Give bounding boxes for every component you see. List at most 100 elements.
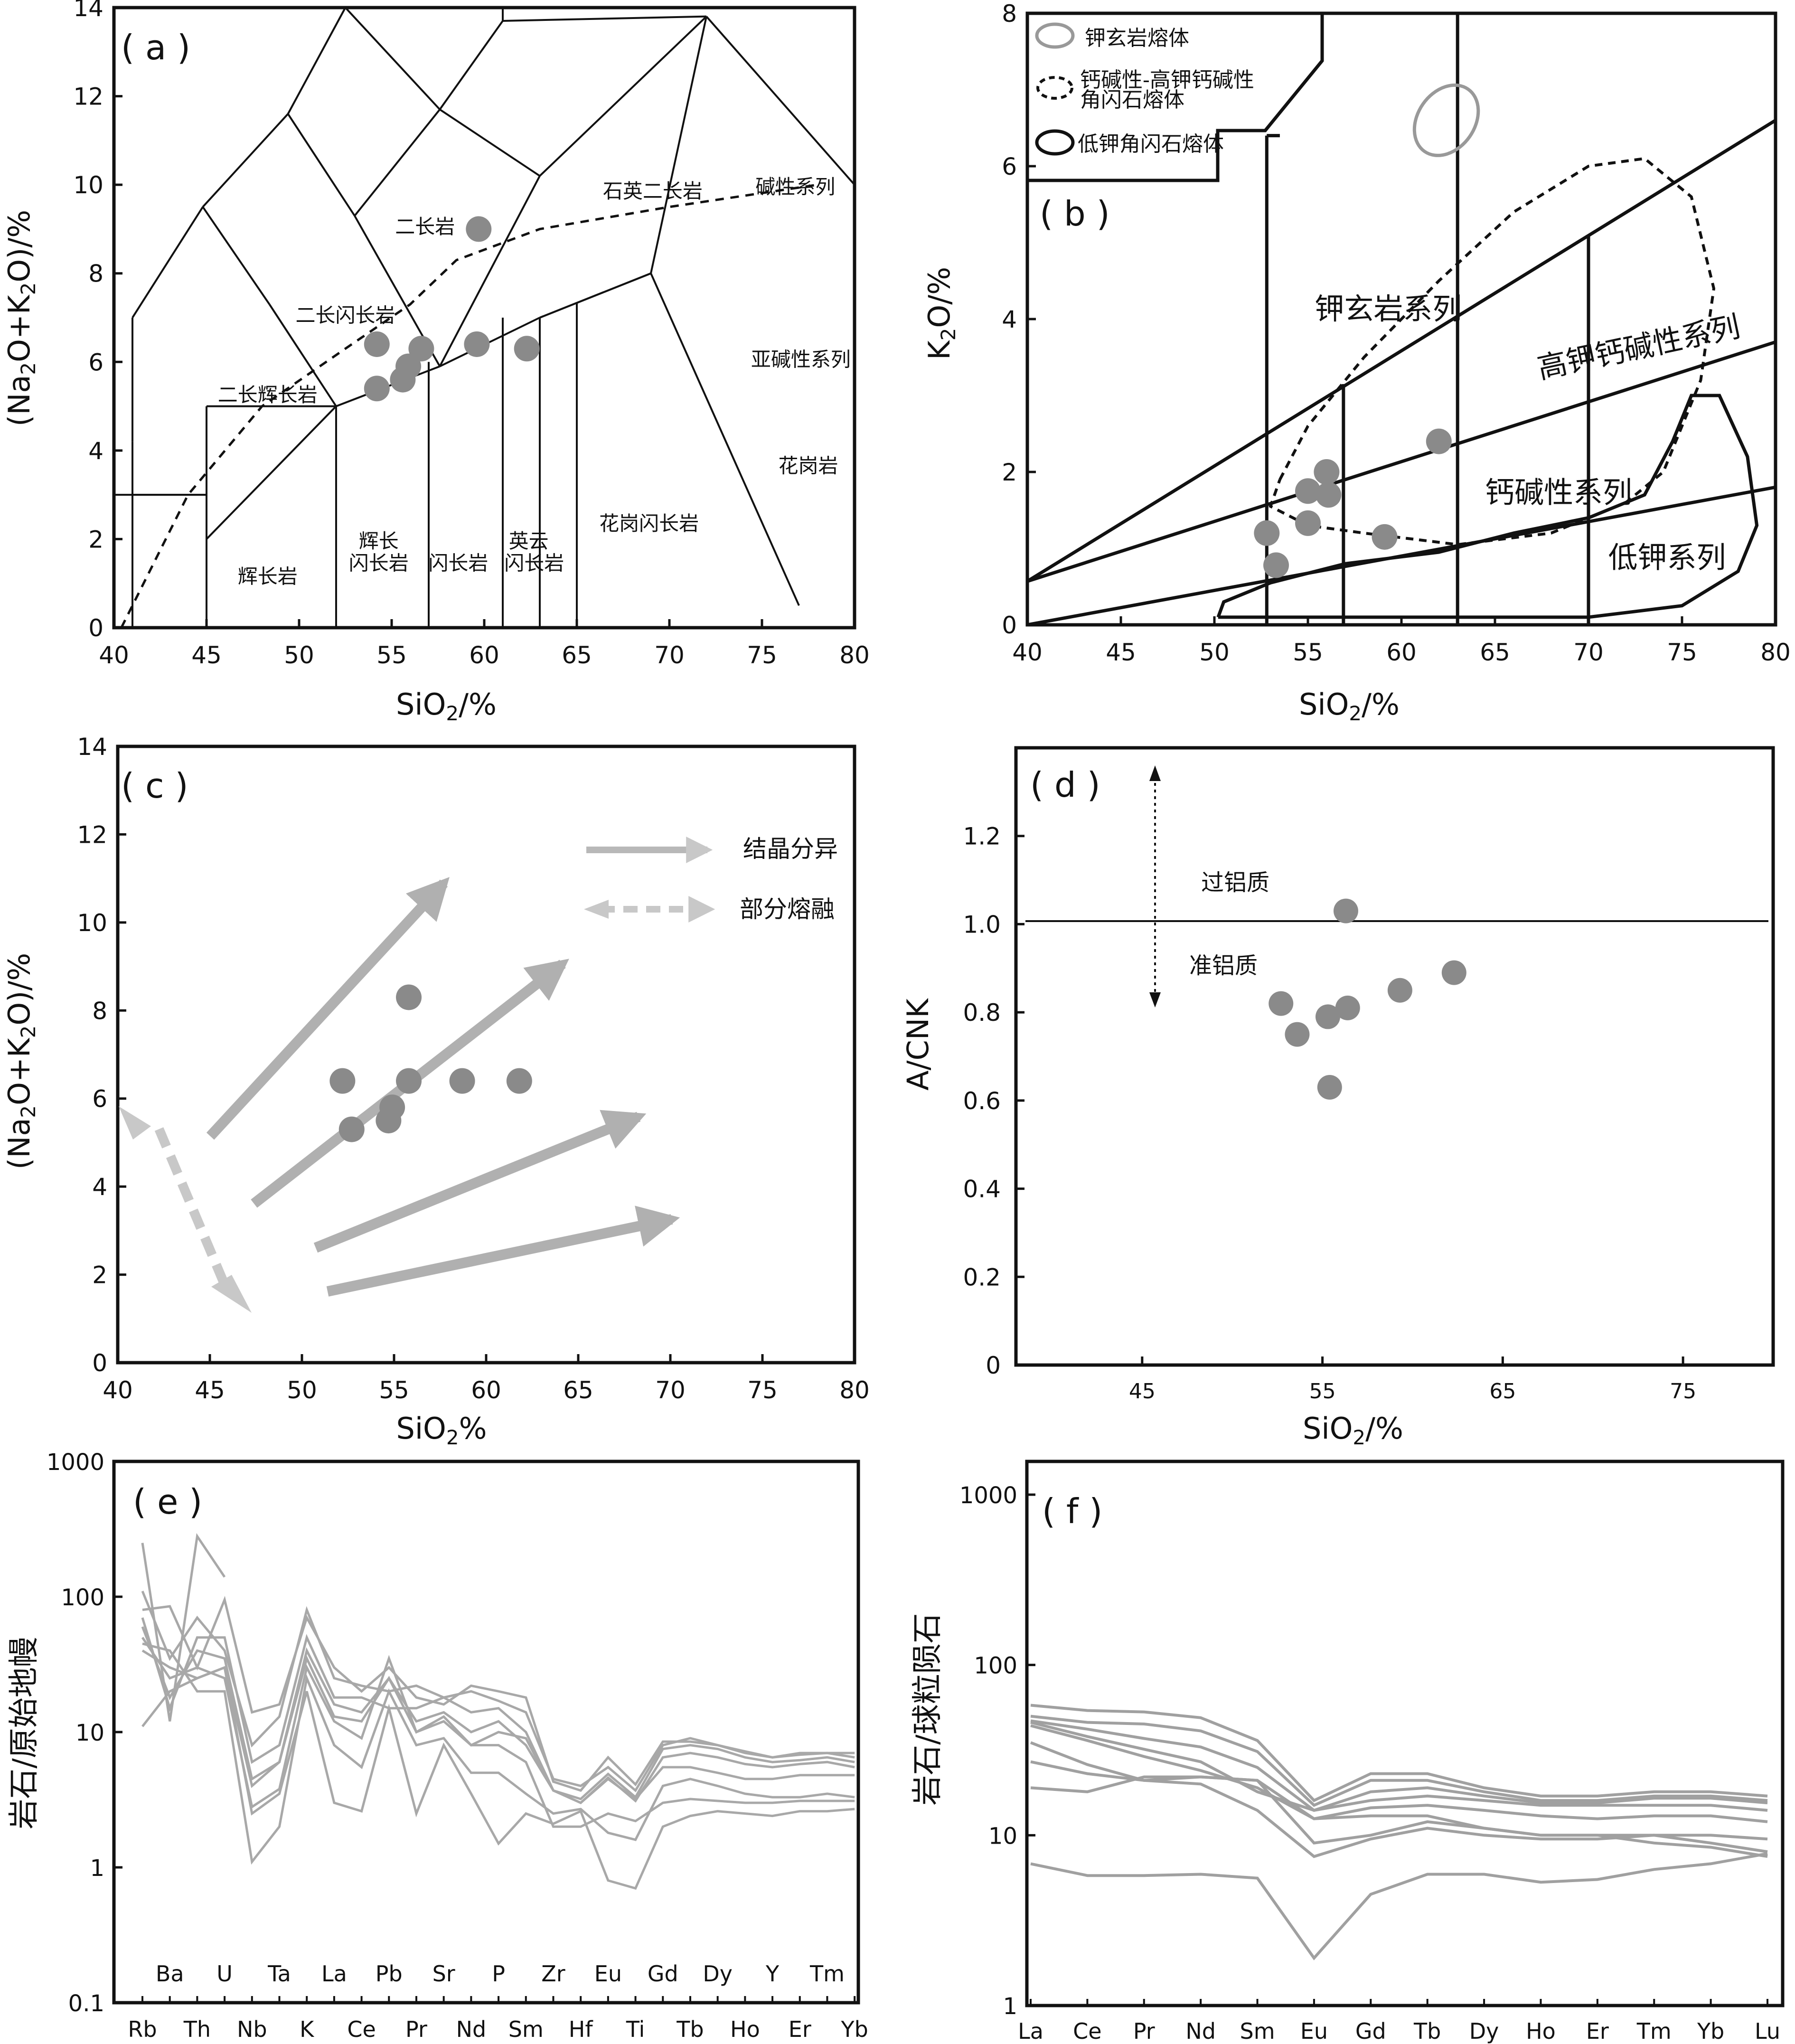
legend-box [1027, 11, 1324, 182]
field-boundary [705, 16, 855, 186]
x-tick-label: 45 [191, 641, 222, 669]
panel-d-frame [1014, 746, 1775, 1367]
data-point [396, 984, 422, 1010]
panel-c-xlabel: SiO2% [396, 1411, 487, 1449]
data-point [1263, 552, 1289, 578]
panel-a-alkaline-divider [120, 183, 818, 629]
y-tick-label: 14 [73, 0, 103, 22]
y-tick-label: 4 [88, 437, 103, 465]
sample-pattern [141, 1649, 855, 1890]
data-point [1372, 524, 1398, 550]
data-point [364, 331, 390, 357]
partial-melting-head-down [211, 1275, 252, 1313]
x-tick-label: Ti [626, 2016, 645, 2042]
x-tick-label: 45 [1129, 1379, 1156, 1403]
data-point [396, 1068, 422, 1094]
data-point [364, 376, 390, 402]
y-tick-label: 0 [88, 614, 103, 642]
y-tick-label: 10 [75, 1720, 104, 1746]
field-label: 辉长 [359, 529, 399, 553]
panel-a-label: ( a ) [121, 28, 190, 67]
panel-e-axes: 0.1 1 10 100 1000 Rb Ba Th U Nb Ta K La Ce Pb Pr Sr Nd P Sm… [47, 1449, 868, 2042]
y-tick-label: 2 [1002, 459, 1017, 486]
data-point [1269, 991, 1294, 1016]
panel-f-patterns [1030, 1704, 1768, 1960]
partial-melting-head-up [119, 1106, 151, 1140]
field-label: 花岗闪长岩 [599, 512, 699, 535]
x-tick-label: La [321, 1961, 347, 1987]
x-tick-label: 60 [1386, 639, 1417, 666]
x-tick-label: Dy [1469, 2018, 1499, 2044]
sample-pattern [1030, 1719, 1768, 1812]
x-tick-label: 75 [1667, 639, 1697, 666]
panel-b: 40 45 50 55 60 65 70 75 80 0 2 4 6 8 钾玄岩系列高钾钙碱性系列钙碱性系… [922, 0, 1791, 725]
y-tick-label: 10 [73, 171, 103, 199]
sample-pattern [1030, 1724, 1768, 1823]
panel-e-patterns [141, 1533, 855, 1890]
field-boundary [439, 317, 540, 367]
x-tick-label: 55 [1293, 639, 1323, 666]
sample-pattern [141, 1533, 226, 1722]
x-tick-label: Sm [508, 2016, 544, 2042]
x-tick-label: U [216, 1961, 233, 1987]
panel-d-xlabel: SiO2/% [1303, 1411, 1403, 1449]
y-tick-label: 2 [88, 526, 103, 553]
y-tick-label: 1000 [959, 1482, 1017, 1509]
boundary-shoshonite [1026, 119, 1776, 583]
x-tick-label: Zr [541, 1961, 565, 1987]
panel-d-points [1269, 898, 1466, 1100]
x-tick-label: 45 [1106, 639, 1136, 666]
sample-pattern [141, 1617, 855, 1800]
panel-f-label: ( f ) [1042, 1491, 1102, 1531]
x-tick-label: 55 [379, 1376, 409, 1404]
panel-f: 1 10 100 1000 La Ce Pr Nd Sm Eu Gd Tb Dy Ho Er Tm Yb Lu (… [910, 1460, 1785, 2044]
x-tick-label: Gd [1355, 2018, 1386, 2044]
field-boundary [287, 113, 356, 217]
x-tick-label: Ho [730, 2016, 760, 2042]
data-point [1316, 482, 1342, 508]
panel-b-axes: 40 45 50 55 60 65 70 75 80 0 2 4 6 8 [1002, 0, 1791, 666]
y-tick-label: 6 [92, 1085, 107, 1113]
x-tick-label: 70 [1573, 639, 1604, 666]
x-tick-label: Tb [676, 2016, 704, 2042]
metaluminous-label: 准铝质 [1189, 952, 1258, 979]
panel-e: 0.1 1 10 100 1000 Rb Ba Th U Nb Ta K La Ce Pb Pr Sr Nd P Sm… [7, 1449, 868, 2042]
legend-item-lowk-melt: 低钾角闪石熔体 [1078, 132, 1224, 156]
aluminosity-arrow-down [1149, 992, 1161, 1008]
x-tick-label: Tm [809, 1961, 845, 1987]
x-tick-label: 40 [103, 1376, 133, 1404]
x-tick-label: Eu [1300, 2018, 1328, 2044]
field-label: 二长辉长岩 [218, 383, 318, 406]
data-point [1387, 978, 1412, 1003]
y-tick-label: 4 [1002, 306, 1017, 333]
panel-a-axes: 40 45 50 55 60 65 70 75 80 0 2 4 6 8 10 12 14 [73, 0, 869, 669]
y-tick-label: 0 [1002, 612, 1017, 639]
data-point [1295, 510, 1321, 536]
field-boundary [439, 175, 541, 367]
x-tick-label: 55 [1309, 1379, 1336, 1403]
x-tick-label: 80 [839, 1376, 870, 1404]
panel-f-ylabel: 岩石/球粒陨石 [910, 1613, 945, 1806]
x-tick-label: Pr [1133, 2018, 1155, 2044]
x-tick-label: Dy [703, 1961, 733, 1987]
y-tick-label: 12 [73, 83, 103, 111]
x-tick-label: Pr [405, 2016, 427, 2042]
y-tick-label: 1 [1003, 1993, 1017, 2020]
panel-e-ylabel: 岩石/原始地幔 [7, 1637, 42, 1829]
x-tick-label: 40 [1012, 639, 1043, 666]
series-label: 钾玄岩系列 [1315, 292, 1462, 326]
x-tick-label: 45 [195, 1376, 225, 1404]
panel-d: 45 55 65 75 0 0.2 0.4 0.6 0.8 1.0 1.2 过铝质 准铝质 ( d … [901, 746, 1775, 1449]
x-tick-label: 55 [376, 641, 407, 669]
panel-a-field-boundaries [114, 7, 855, 629]
legend-melting-label: 部分熔融 [740, 895, 835, 923]
field-boundary [650, 16, 707, 274]
x-tick-label: 75 [747, 641, 777, 669]
panel-b-legend: 钾玄岩熔体 钙碱性-高钾钙碱性 角闪石熔体 低钾角闪石熔体 [1027, 11, 1324, 182]
x-tick-label: Ba [156, 1961, 184, 1987]
data-point [466, 216, 492, 242]
data-point [1314, 459, 1340, 485]
y-tick-label: 0.2 [963, 1263, 1001, 1291]
y-tick-label: 1.0 [963, 911, 1001, 938]
